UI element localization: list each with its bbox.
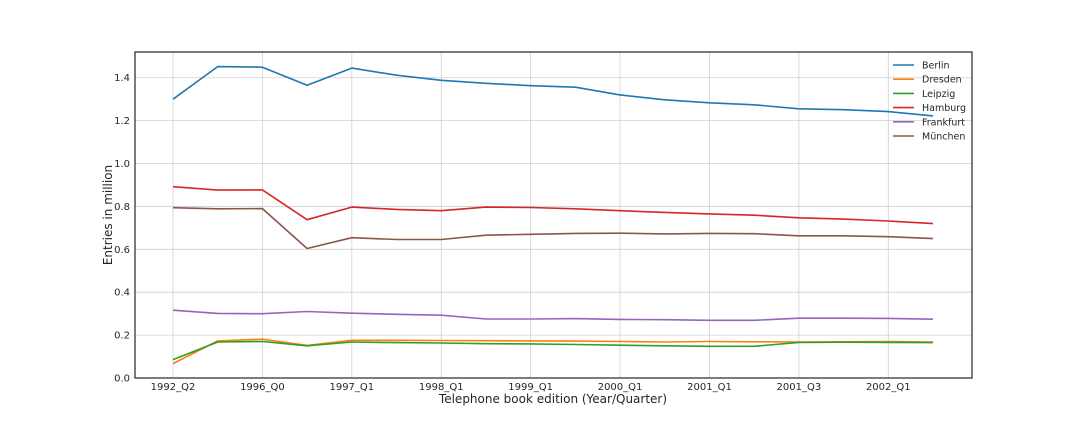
plot-frame	[134, 51, 973, 379]
y-tick-label: 1.2	[114, 116, 130, 127]
series-line-hamburg	[172, 185, 934, 225]
x-tick-label: 2001_Q1	[687, 382, 732, 393]
x-tick-label: 1999_Q1	[508, 382, 553, 393]
x-tick-label: 1992_Q2	[151, 382, 196, 393]
y-tick-label: 0.8	[114, 202, 130, 213]
y-axis-label: Entries in million	[101, 165, 115, 265]
x-tick-label: 1997_Q1	[329, 382, 374, 393]
series-layer	[172, 65, 934, 365]
x-tick-label: 2001_Q3	[777, 382, 822, 393]
y-tick-label: 1.4	[114, 73, 130, 84]
y-tick-label: 0.4	[114, 288, 130, 299]
x-tick-label: 2000_Q1	[598, 382, 643, 393]
x-axis: 1992_Q2 1996_Q0 1997_Q1 1998_Q1 1999_Q1 2000_…	[151, 382, 911, 393]
legend: Berlin Dresden Leipzig Hamburg Frankfurt Münc…	[893, 61, 966, 143]
grid	[135, 52, 972, 379]
series-line-berlin	[172, 65, 934, 117]
y-tick-label: 0.6	[114, 245, 130, 256]
legend-label: Leipzig	[922, 89, 955, 100]
y-tick-label: 0.0	[114, 374, 130, 385]
series-line-frankfurt	[172, 309, 934, 322]
series-line-münchen	[172, 206, 934, 250]
legend-label: Hamburg	[922, 103, 966, 114]
y-axis: 0.0 0.2 0.4 0.6 0.8 1.0 1.2 1.4	[114, 73, 130, 384]
legend-label: Frankfurt	[922, 117, 965, 128]
legend-label: Berlin	[922, 61, 950, 72]
x-tick-label: 2002_Q1	[866, 382, 911, 393]
legend-label: Dresden	[922, 75, 962, 86]
y-tick-label: 0.2	[114, 331, 130, 342]
x-tick-label: 1996_Q0	[240, 382, 285, 393]
series-line-leipzig	[172, 340, 934, 361]
legend-label: München	[922, 132, 965, 143]
x-tick-label: 1998_Q1	[419, 382, 464, 393]
y-tick-label: 1.0	[114, 159, 130, 170]
x-axis-label: Telephone book edition (Year/Quarter)	[438, 392, 667, 406]
